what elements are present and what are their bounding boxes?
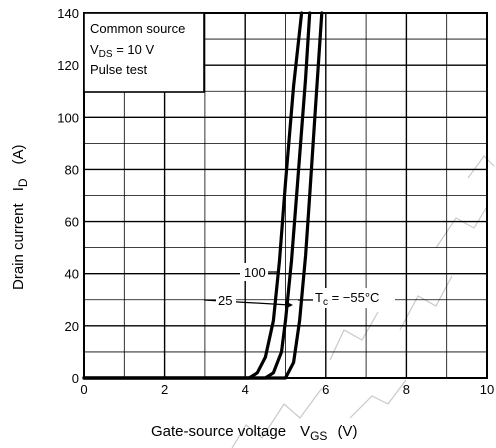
series-line (82, 11, 304, 380)
x-tick-label: 2 (161, 382, 168, 397)
series-line (82, 11, 324, 380)
y-tick-label: 120 (57, 58, 79, 73)
watermark (231, 155, 495, 448)
y-axis-title: Drain currentID(A) (10, 144, 30, 290)
label-25: 25 (218, 293, 232, 308)
label-tc: Tc = −55°C (315, 290, 379, 308)
y-tick-label: 20 (65, 319, 79, 334)
x-tick-label: 6 (322, 382, 329, 397)
curve-annotations: 100 25 Tc = −55°C (203, 263, 395, 309)
y-tick-label: 40 (65, 267, 79, 282)
x-tick-label: 0 (80, 382, 87, 397)
condition-line-1: Common source (90, 21, 185, 36)
y-tick-label: 60 (65, 215, 79, 230)
series-lines (82, 11, 324, 380)
label-100: 100 (244, 265, 266, 280)
x-tick-label: 4 (242, 382, 249, 397)
x-tick-label: 8 (403, 382, 410, 397)
series-line (82, 11, 312, 380)
y-tick-label: 100 (57, 110, 79, 125)
conditions-box: Common source VDS = 10 V Pulse test (83, 12, 205, 93)
y-tick-label: 0 (72, 371, 79, 386)
y-tick-label: 80 (65, 162, 79, 177)
x-axis-title: Gate-source voltage VGS (V) (151, 423, 357, 443)
x-tick-label: 10 (480, 382, 494, 397)
y-tick-label: 140 (57, 6, 79, 21)
condition-line-2: VDS = 10 V (90, 42, 154, 60)
condition-line-3: Pulse test (90, 62, 147, 77)
